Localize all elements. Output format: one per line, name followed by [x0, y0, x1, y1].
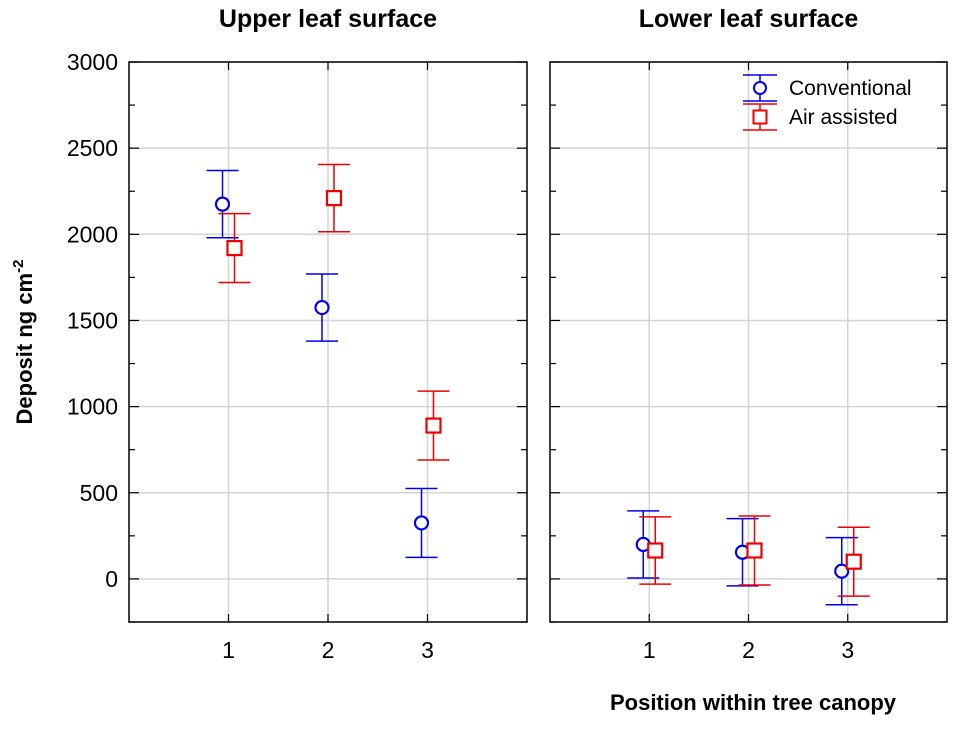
y-axis-label-superscript: -2: [10, 260, 27, 273]
x-tick-label: 2: [742, 637, 755, 663]
y-tick-label: 2000: [67, 221, 118, 247]
data-point: [647, 542, 664, 559]
y-tick-label: 3000: [67, 49, 118, 75]
y-axis-label: Deposit ng cm-2: [10, 260, 37, 425]
data-point: [325, 190, 343, 207]
legend-marker: [753, 81, 767, 95]
y-tick-label: 1000: [67, 394, 118, 420]
data-point: [834, 563, 850, 579]
x-tick-label: 1: [643, 637, 656, 663]
panel-upper: Upper leaf surface 1 2 3 0 500 1000 1500 2000 250…: [67, 5, 528, 663]
y-tick-label: 1500: [67, 307, 118, 333]
y-axis-label-text: Deposit ng cm: [12, 273, 37, 425]
panel-title: Lower leaf surface: [639, 5, 859, 33]
series-conventional: [627, 510, 858, 606]
series-air-assisted: [639, 515, 870, 597]
x-tick-label: 3: [421, 637, 434, 663]
x-tick-label: 1: [222, 637, 235, 663]
data-point: [314, 299, 330, 316]
data-point: [845, 553, 862, 570]
x-tick-label: 3: [841, 637, 854, 663]
data-point: [214, 196, 231, 212]
legend-label: Conventional: [789, 77, 912, 100]
y-tick-label: 0: [105, 566, 118, 592]
series-conventional: [206, 169, 438, 559]
panel-lower: Lower leaf surface 1 2 3: [549, 5, 948, 663]
data-point: [226, 239, 243, 257]
series-air-assisted: [218, 163, 450, 461]
data-point: [425, 417, 442, 434]
y-tick-label: 500: [80, 480, 118, 506]
y-tick-label: 2500: [67, 135, 118, 161]
x-axis-label: Position within tree canopy: [610, 690, 897, 715]
panel-title: Upper leaf surface: [219, 5, 437, 33]
legend: Conventional Air assisted: [743, 74, 912, 131]
legend-marker: [752, 109, 768, 125]
data-point: [413, 515, 430, 531]
legend-label: Air assisted: [789, 106, 898, 129]
data-point: [746, 542, 763, 559]
x-tick-label: 2: [322, 637, 335, 663]
